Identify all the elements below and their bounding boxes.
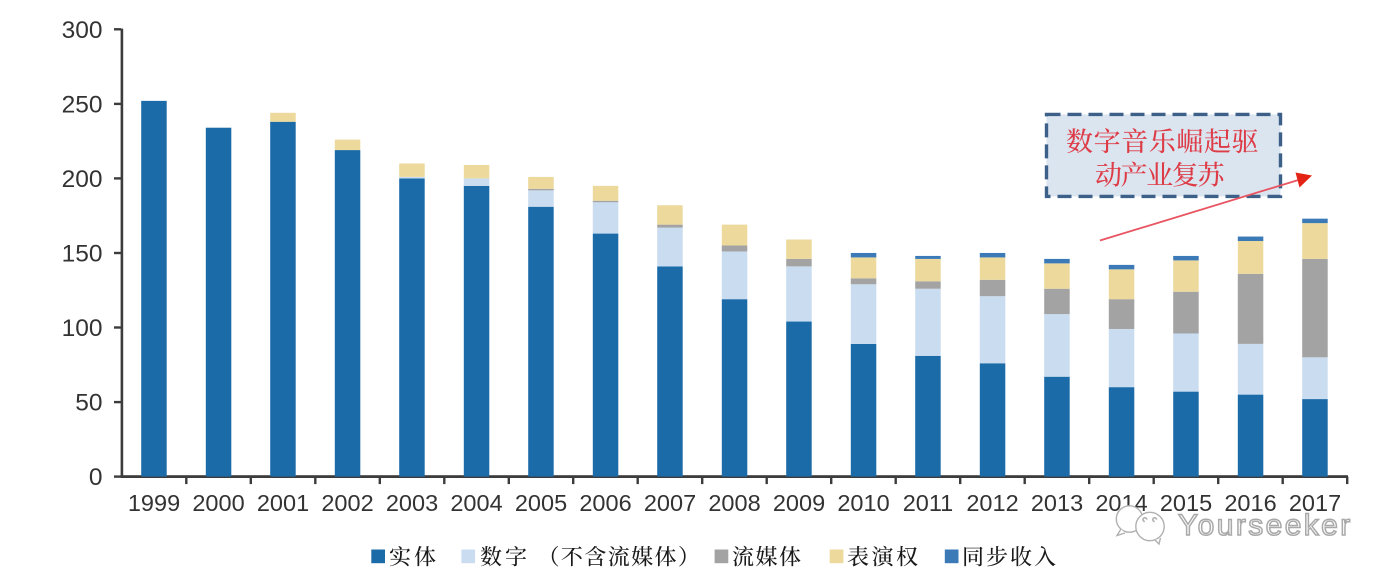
svg-text:2008: 2008 <box>708 490 760 516</box>
svg-text:2002: 2002 <box>321 490 373 516</box>
svg-text:250: 250 <box>62 92 103 119</box>
svg-text:2005: 2005 <box>515 490 567 516</box>
svg-text:2009: 2009 <box>773 490 825 516</box>
svg-text:2016: 2016 <box>1224 490 1276 516</box>
svg-text:2011: 2011 <box>903 490 954 516</box>
svg-text:2006: 2006 <box>579 490 631 516</box>
svg-text:2012: 2012 <box>966 490 1018 516</box>
svg-text:2013: 2013 <box>1031 490 1083 516</box>
svg-text:2017: 2017 <box>1289 490 1341 516</box>
svg-text:150: 150 <box>62 241 103 268</box>
svg-text:2001: 2001 <box>257 490 309 516</box>
svg-text:1999: 1999 <box>128 490 180 516</box>
svg-text:50: 50 <box>75 390 102 417</box>
svg-text:2003: 2003 <box>386 490 438 516</box>
svg-text:200: 200 <box>62 166 103 193</box>
svg-text:2015: 2015 <box>1160 490 1212 516</box>
svg-text:2007: 2007 <box>644 490 696 516</box>
svg-text:100: 100 <box>62 315 103 342</box>
svg-text:0: 0 <box>89 464 103 491</box>
svg-text:2000: 2000 <box>192 490 244 516</box>
svg-text:Yourseeker: Yourseeker <box>1178 509 1353 542</box>
svg-text:2004: 2004 <box>450 490 502 516</box>
svg-text:2010: 2010 <box>837 490 889 516</box>
svg-text:300: 300 <box>62 17 103 44</box>
